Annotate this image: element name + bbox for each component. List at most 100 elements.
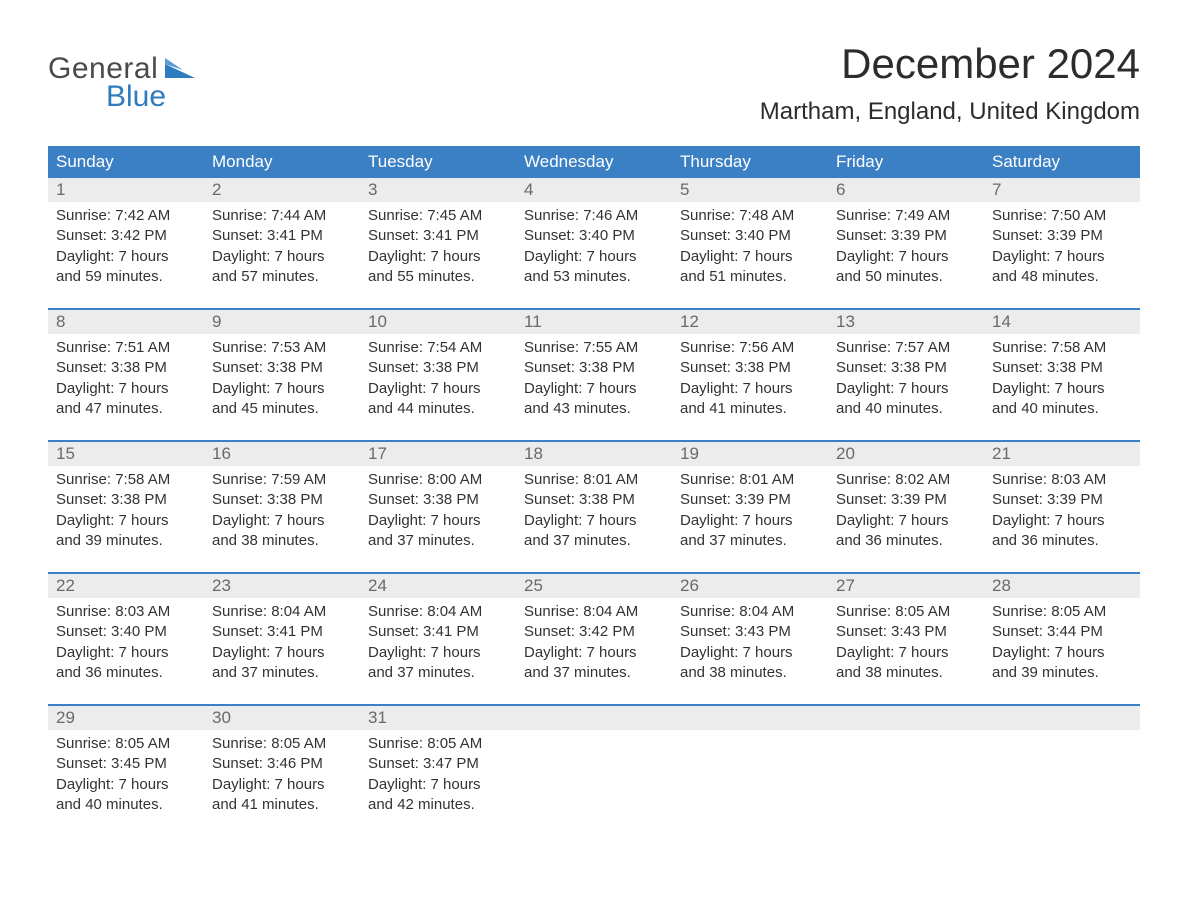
day-body: Sunrise: 8:04 AMSunset: 3:41 PMDaylight:… xyxy=(204,598,360,683)
sunset-line: Sunset: 3:42 PM xyxy=(56,226,196,246)
week-row: 29Sunrise: 8:05 AMSunset: 3:45 PMDayligh… xyxy=(48,704,1140,826)
day-body: Sunrise: 8:03 AMSunset: 3:39 PMDaylight:… xyxy=(984,466,1140,551)
sunset-line: Sunset: 3:38 PM xyxy=(368,490,508,510)
sunrise-line: Sunrise: 8:01 AM xyxy=(524,470,664,490)
day-body: Sunrise: 7:54 AMSunset: 3:38 PMDaylight:… xyxy=(360,334,516,419)
daylight-line: Daylight: 7 hours and 38 minutes. xyxy=(212,511,352,552)
day-body: Sunrise: 7:59 AMSunset: 3:38 PMDaylight:… xyxy=(204,466,360,551)
day-number: 8 xyxy=(48,310,204,334)
sunset-line: Sunset: 3:38 PM xyxy=(56,490,196,510)
day-15: 15Sunrise: 7:58 AMSunset: 3:38 PMDayligh… xyxy=(48,442,204,562)
sunset-line: Sunset: 3:41 PM xyxy=(212,622,352,642)
daylight-line: Daylight: 7 hours and 44 minutes. xyxy=(368,379,508,420)
sunrise-line: Sunrise: 7:57 AM xyxy=(836,338,976,358)
day-body: Sunrise: 7:53 AMSunset: 3:38 PMDaylight:… xyxy=(204,334,360,419)
sunset-line: Sunset: 3:38 PM xyxy=(212,490,352,510)
day-3: 3Sunrise: 7:45 AMSunset: 3:41 PMDaylight… xyxy=(360,178,516,298)
daylight-line: Daylight: 7 hours and 45 minutes. xyxy=(212,379,352,420)
sunrise-line: Sunrise: 8:02 AM xyxy=(836,470,976,490)
week-row: 8Sunrise: 7:51 AMSunset: 3:38 PMDaylight… xyxy=(48,308,1140,430)
day-number: 21 xyxy=(984,442,1140,466)
day-number: 14 xyxy=(984,310,1140,334)
day-10: 10Sunrise: 7:54 AMSunset: 3:38 PMDayligh… xyxy=(360,310,516,430)
day-empty xyxy=(516,706,672,826)
day-body: Sunrise: 8:05 AMSunset: 3:44 PMDaylight:… xyxy=(984,598,1140,683)
week-row: 15Sunrise: 7:58 AMSunset: 3:38 PMDayligh… xyxy=(48,440,1140,562)
page-title: December 2024 xyxy=(760,40,1140,88)
sunset-line: Sunset: 3:42 PM xyxy=(524,622,664,642)
sunrise-line: Sunrise: 7:44 AM xyxy=(212,206,352,226)
sunrise-line: Sunrise: 7:48 AM xyxy=(680,206,820,226)
day-number: 30 xyxy=(204,706,360,730)
daylight-line: Daylight: 7 hours and 41 minutes. xyxy=(680,379,820,420)
day-11: 11Sunrise: 7:55 AMSunset: 3:38 PMDayligh… xyxy=(516,310,672,430)
daylight-line: Daylight: 7 hours and 39 minutes. xyxy=(56,511,196,552)
daylight-line: Daylight: 7 hours and 37 minutes. xyxy=(368,643,508,684)
day-30: 30Sunrise: 8:05 AMSunset: 3:46 PMDayligh… xyxy=(204,706,360,826)
sunrise-line: Sunrise: 7:58 AM xyxy=(56,470,196,490)
day-number: 6 xyxy=(828,178,984,202)
dow-friday: Friday xyxy=(828,146,984,178)
sunrise-line: Sunrise: 7:55 AM xyxy=(524,338,664,358)
day-body: Sunrise: 8:04 AMSunset: 3:41 PMDaylight:… xyxy=(360,598,516,683)
day-body: Sunrise: 8:03 AMSunset: 3:40 PMDaylight:… xyxy=(48,598,204,683)
day-31: 31Sunrise: 8:05 AMSunset: 3:47 PMDayligh… xyxy=(360,706,516,826)
day-number xyxy=(828,706,984,730)
day-number: 3 xyxy=(360,178,516,202)
sunrise-line: Sunrise: 7:49 AM xyxy=(836,206,976,226)
day-22: 22Sunrise: 8:03 AMSunset: 3:40 PMDayligh… xyxy=(48,574,204,694)
sunrise-line: Sunrise: 8:04 AM xyxy=(680,602,820,622)
day-number: 10 xyxy=(360,310,516,334)
day-number: 12 xyxy=(672,310,828,334)
daylight-line: Daylight: 7 hours and 53 minutes. xyxy=(524,247,664,288)
day-18: 18Sunrise: 8:01 AMSunset: 3:38 PMDayligh… xyxy=(516,442,672,562)
daylight-line: Daylight: 7 hours and 37 minutes. xyxy=(680,511,820,552)
day-number: 29 xyxy=(48,706,204,730)
week-row: 22Sunrise: 8:03 AMSunset: 3:40 PMDayligh… xyxy=(48,572,1140,694)
day-body: Sunrise: 8:00 AMSunset: 3:38 PMDaylight:… xyxy=(360,466,516,551)
sunrise-line: Sunrise: 7:42 AM xyxy=(56,206,196,226)
daylight-line: Daylight: 7 hours and 37 minutes. xyxy=(212,643,352,684)
sunrise-line: Sunrise: 7:56 AM xyxy=(680,338,820,358)
sunset-line: Sunset: 3:38 PM xyxy=(368,358,508,378)
day-body: Sunrise: 7:45 AMSunset: 3:41 PMDaylight:… xyxy=(360,202,516,287)
sunset-line: Sunset: 3:38 PM xyxy=(212,358,352,378)
sunrise-line: Sunrise: 7:59 AM xyxy=(212,470,352,490)
daylight-line: Daylight: 7 hours and 55 minutes. xyxy=(368,247,508,288)
sunset-line: Sunset: 3:46 PM xyxy=(212,754,352,774)
day-number: 27 xyxy=(828,574,984,598)
sunrise-line: Sunrise: 8:03 AM xyxy=(992,470,1132,490)
day-number xyxy=(672,706,828,730)
sunset-line: Sunset: 3:43 PM xyxy=(680,622,820,642)
day-6: 6Sunrise: 7:49 AMSunset: 3:39 PMDaylight… xyxy=(828,178,984,298)
day-1: 1Sunrise: 7:42 AMSunset: 3:42 PMDaylight… xyxy=(48,178,204,298)
day-body: Sunrise: 8:05 AMSunset: 3:47 PMDaylight:… xyxy=(360,730,516,815)
day-4: 4Sunrise: 7:46 AMSunset: 3:40 PMDaylight… xyxy=(516,178,672,298)
dow-tuesday: Tuesday xyxy=(360,146,516,178)
day-empty xyxy=(828,706,984,826)
location: Martham, England, United Kingdom xyxy=(760,98,1140,126)
day-8: 8Sunrise: 7:51 AMSunset: 3:38 PMDaylight… xyxy=(48,310,204,430)
day-number: 9 xyxy=(204,310,360,334)
daylight-line: Daylight: 7 hours and 38 minutes. xyxy=(836,643,976,684)
day-number: 31 xyxy=(360,706,516,730)
daylight-line: Daylight: 7 hours and 57 minutes. xyxy=(212,247,352,288)
sunrise-line: Sunrise: 8:04 AM xyxy=(212,602,352,622)
daylight-line: Daylight: 7 hours and 40 minutes. xyxy=(836,379,976,420)
sunset-line: Sunset: 3:39 PM xyxy=(992,226,1132,246)
day-number: 17 xyxy=(360,442,516,466)
day-19: 19Sunrise: 8:01 AMSunset: 3:39 PMDayligh… xyxy=(672,442,828,562)
sunrise-line: Sunrise: 8:04 AM xyxy=(368,602,508,622)
day-number: 28 xyxy=(984,574,1140,598)
day-number: 13 xyxy=(828,310,984,334)
day-body: Sunrise: 8:05 AMSunset: 3:46 PMDaylight:… xyxy=(204,730,360,815)
sunset-line: Sunset: 3:38 PM xyxy=(56,358,196,378)
day-body: Sunrise: 7:48 AMSunset: 3:40 PMDaylight:… xyxy=(672,202,828,287)
sunset-line: Sunset: 3:43 PM xyxy=(836,622,976,642)
sunset-line: Sunset: 3:38 PM xyxy=(680,358,820,378)
daylight-line: Daylight: 7 hours and 36 minutes. xyxy=(992,511,1132,552)
dow-monday: Monday xyxy=(204,146,360,178)
day-number: 5 xyxy=(672,178,828,202)
day-body: Sunrise: 8:05 AMSunset: 3:45 PMDaylight:… xyxy=(48,730,204,815)
sunset-line: Sunset: 3:39 PM xyxy=(836,226,976,246)
